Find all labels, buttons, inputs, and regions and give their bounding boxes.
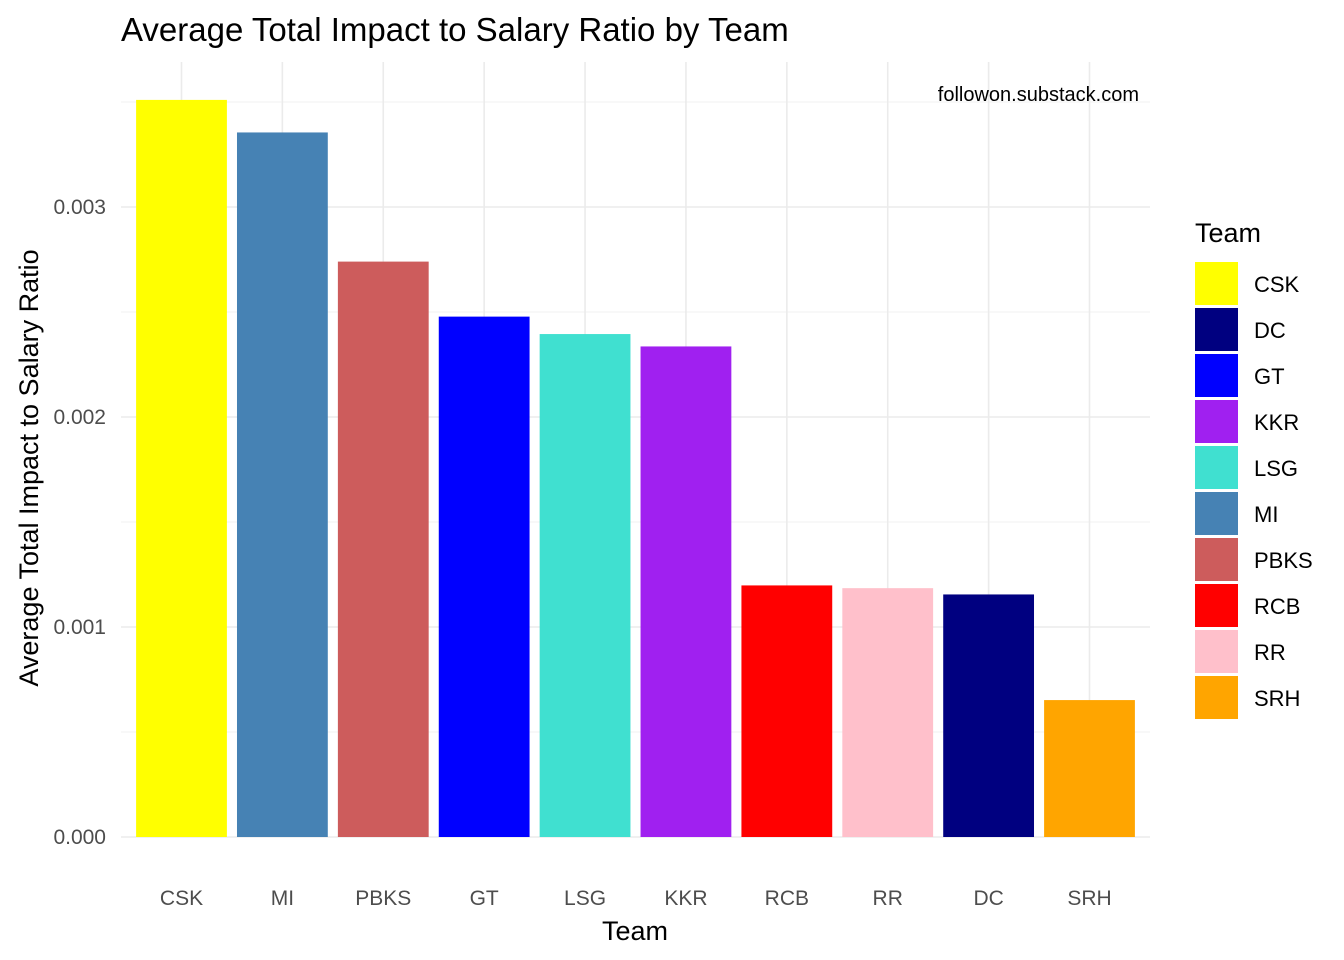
legend-label: DC — [1254, 318, 1286, 343]
x-axis-ticks: CSK MI PBKS GT LSG KKR RCB RR DC SRH — [160, 887, 1112, 910]
y-axis-title: Average Total Impact to Salary Ratio — [14, 249, 44, 686]
bar-rcb — [741, 585, 833, 837]
y-tick-label: 0.001 — [53, 616, 106, 639]
legend-label: PBKS — [1254, 548, 1313, 573]
bar-csk — [136, 99, 227, 837]
legend-title: Team — [1195, 218, 1261, 248]
y-tick-label: 0.003 — [53, 196, 106, 219]
legend-key-rr — [1195, 630, 1238, 673]
x-tick-label: RR — [873, 887, 903, 910]
bar-gt — [438, 316, 530, 837]
legend: Team CSK DC GT KKR LSG MI PBKS RCB RR SRH — [1195, 218, 1313, 719]
legend-label: LSG — [1254, 456, 1298, 481]
legend-key-srh — [1195, 676, 1238, 719]
legend-label: CSK — [1254, 272, 1300, 297]
bar-pbks — [337, 261, 429, 838]
legend-key-kkr — [1195, 400, 1238, 443]
x-axis-title: Team — [602, 916, 668, 946]
legend-label: MI — [1254, 502, 1278, 527]
x-tick-label: DC — [973, 887, 1003, 910]
bar-kkr — [640, 346, 732, 837]
y-tick-label: 0.000 — [53, 826, 106, 849]
legend-label: SRH — [1254, 686, 1300, 711]
legend-key-lsg — [1195, 446, 1238, 489]
y-axis-ticks: 0.000 0.001 0.002 0.003 — [53, 196, 106, 849]
legend-key-pbks — [1195, 538, 1238, 581]
x-tick-label: PBKS — [355, 887, 411, 910]
legend-key-csk — [1195, 262, 1238, 305]
legend-label: GT — [1254, 364, 1285, 389]
legend-label: RR — [1254, 640, 1286, 665]
bar-dc — [943, 594, 1035, 837]
chart-title: Average Total Impact to Salary Ratio by … — [121, 11, 789, 48]
bar-rr — [842, 588, 934, 837]
x-tick-label: GT — [470, 887, 499, 910]
x-tick-label: SRH — [1067, 887, 1111, 910]
legend-label: KKR — [1254, 410, 1299, 435]
legend-key-mi — [1195, 492, 1238, 535]
x-tick-label: CSK — [160, 887, 203, 910]
y-tick-label: 0.002 — [53, 406, 106, 429]
x-tick-label: RCB — [765, 887, 809, 910]
bar-lsg — [539, 334, 631, 837]
legend-key-dc — [1195, 308, 1238, 351]
legend-label: RCB — [1254, 594, 1300, 619]
x-tick-label: MI — [271, 887, 294, 910]
x-tick-label: LSG — [564, 887, 606, 910]
source-annotation: followon.substack.com — [938, 84, 1139, 106]
legend-key-gt — [1195, 354, 1238, 397]
bar-mi — [236, 132, 328, 837]
x-tick-label: KKR — [664, 887, 707, 910]
legend-items: CSK DC GT KKR LSG MI PBKS RCB RR SRH — [1195, 262, 1313, 719]
legend-key-rcb — [1195, 584, 1238, 627]
bars — [136, 99, 1135, 838]
bar-srh — [1044, 700, 1135, 837]
